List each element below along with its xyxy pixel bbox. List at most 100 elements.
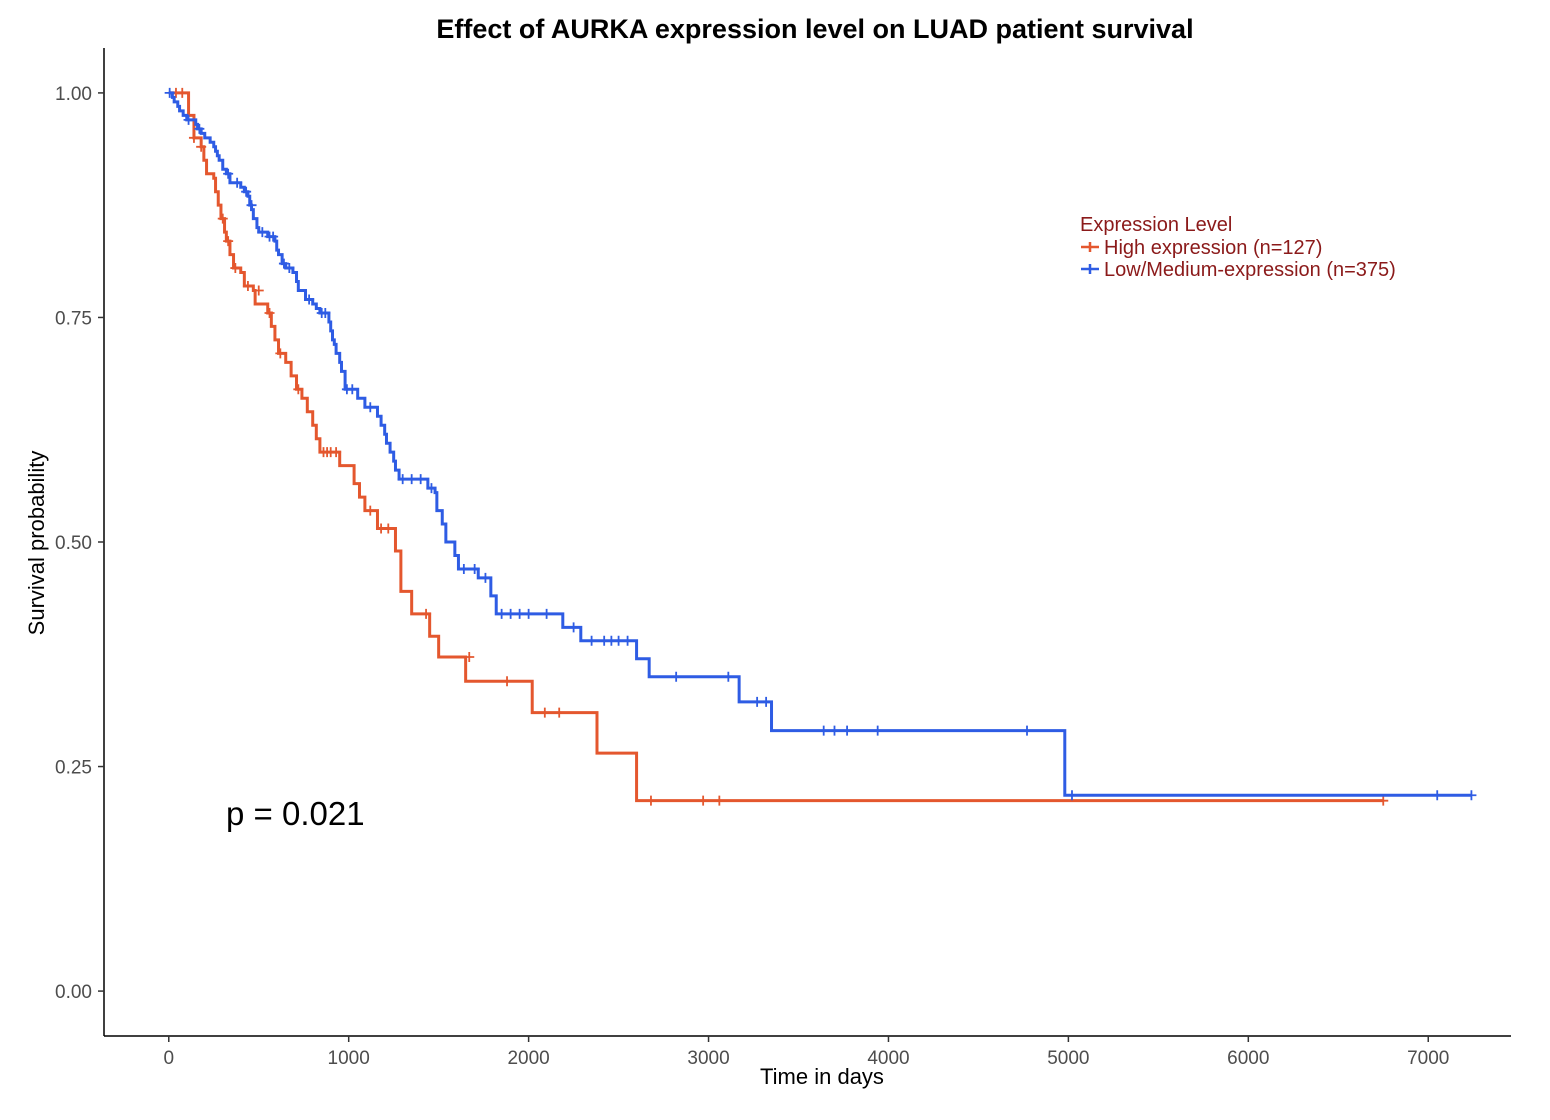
censor-mark [232,177,243,188]
censor-mark [622,635,633,646]
censor-mark [223,236,234,247]
censor-mark [415,474,426,485]
censor-mark [1466,790,1477,801]
y-tick-label: 0.00 [55,982,92,1003]
x-tick-label: 7000 [1407,1048,1449,1069]
censor-mark [480,572,491,583]
censor-mark [502,676,513,687]
censor-mark [278,258,289,269]
legend-label: High expression (n=127) [1104,237,1322,259]
legend-item: High expression (n=127) [1081,237,1322,259]
censor-mark [554,707,565,718]
legend-items: High expression (n=127)Low/Medium-expres… [1081,237,1396,281]
x-tick-label: 2000 [507,1048,549,1069]
y-tick-label: 0.75 [55,308,92,329]
x-tick-label: 5000 [1047,1048,1089,1069]
x-axis-ticks: 0 1000 2000 3000 4000 5000 6000 7000 [163,1036,1449,1069]
censor-mark [829,725,840,736]
x-tick-label: 4000 [867,1048,909,1069]
legend-key [1081,264,1099,274]
p-value-annotation: p = 0.021 [226,795,365,832]
censor-mark [406,474,417,485]
censor-mark [264,307,275,318]
x-tick-label: 6000 [1227,1048,1269,1069]
censor-mark [1432,790,1443,801]
legend-label: Low/Medium-expression (n=375) [1104,259,1396,281]
x-axis-title: Time in days [760,1064,884,1089]
censor-mark [257,227,268,238]
censor-mark [293,384,304,395]
censor-mark [275,348,286,359]
x-tick-label: 0 [163,1048,174,1069]
survival-curve [168,91,1472,797]
censor-mark [284,263,295,274]
censor-mark [230,263,241,274]
censor-mark [426,483,437,494]
censor-mark [253,285,264,296]
censor-mark [241,186,252,197]
series-0 [168,87,1389,806]
censor-mark [469,563,480,574]
censor-mark [714,795,725,806]
x-tick-label: 1000 [328,1048,370,1069]
censor-mark [818,725,829,736]
censor-mark [188,132,199,143]
censor-mark [514,608,525,619]
censor-mark [842,725,853,736]
censor-mark [397,474,408,485]
censor-mark [268,231,279,242]
censor-mark [613,635,624,646]
censor-mark [761,696,772,707]
y-tick-label: 0.50 [55,533,92,554]
censor-mark [421,608,432,619]
censor-mark [645,795,656,806]
censor-mark [671,671,682,682]
censor-mark [304,294,315,305]
censor-mark [1066,790,1077,801]
censor-mark [872,725,883,736]
censor-mark [365,505,376,516]
censor-mark [464,651,475,662]
series-1 [164,87,1477,801]
legend-item: Low/Medium-expression (n=375) [1081,259,1396,281]
censor-mark [164,87,175,98]
censor-mark [183,114,194,125]
censor-mark [723,671,734,682]
censor-mark [194,123,205,134]
censor-mark [331,447,342,458]
censor-mark [1378,795,1389,806]
legend-key [1081,242,1099,252]
censor-mark [383,523,394,534]
censor-mark [347,384,358,395]
legend: Expression Level High expression (n=127)… [1080,214,1396,281]
censor-mark [242,281,253,292]
censor-mark [752,696,763,707]
censor-mark [586,635,597,646]
censor-mark [196,141,207,152]
censor-mark [223,168,234,179]
censor-mark [539,707,550,718]
x-tick-label: 3000 [687,1048,729,1069]
censor-mark [541,608,552,619]
censor-mark [320,307,331,318]
censor-mark [458,563,469,574]
censor-mark [365,402,376,413]
censor-mark [505,608,516,619]
censor-mark [217,213,228,224]
censor-mark [1022,725,1033,736]
censor-mark [246,200,257,211]
y-axis-title: Survival probability [24,451,49,636]
series-layer [164,87,1477,806]
y-tick-label: 0.25 [55,758,92,779]
censor-mark [177,87,188,98]
legend-title: Expression Level [1080,214,1232,236]
y-axis-ticks: 0.00 0.25 0.50 0.75 1.00 [55,84,104,1003]
survival-curve [168,91,1384,803]
censor-mark [568,622,579,633]
censor-mark [523,608,534,619]
censor-mark [496,608,507,619]
chart-title: Effect of AURKA expression level on LUAD… [436,14,1193,44]
y-tick-label: 1.00 [55,84,92,105]
